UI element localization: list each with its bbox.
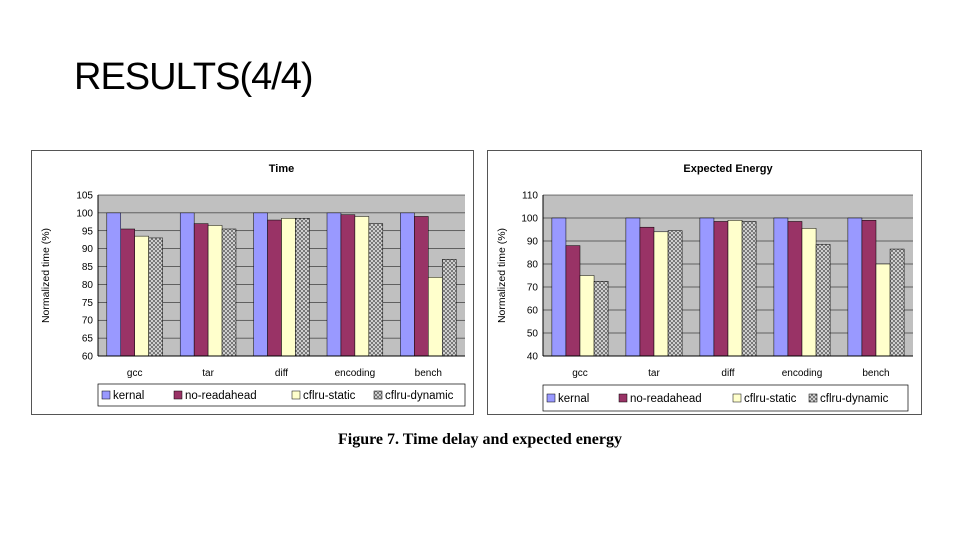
y-axis-label: Normalized time (%) (40, 228, 52, 323)
y-tick-label: 60 (527, 306, 539, 317)
figure-caption: Figure 7. Time delay and expected energy (338, 431, 622, 448)
legend-swatch-cflru-dynamic (373, 390, 383, 400)
x-tick-label: gcc (572, 368, 588, 379)
y-tick-label: 90 (527, 237, 539, 248)
legend-swatch-cflru-dynamic (808, 393, 818, 403)
bar-cflru-static-diff (281, 218, 296, 357)
bar-kernal-tar (179, 212, 195, 357)
x-tick-label: gcc (127, 368, 143, 379)
y-tick-label: 75 (82, 298, 94, 309)
y-axis-label: Normalized time (%) (496, 228, 508, 323)
bar-cflru-dynamic-tar (667, 230, 683, 357)
y-tick-label: 110 (522, 191, 538, 202)
bar-no-readahead-gcc (565, 245, 581, 357)
bar-kernal-bench (400, 212, 415, 357)
y-tick-label: 80 (82, 280, 94, 291)
bar-no-readahead-encoding (340, 214, 356, 357)
y-tick-label: 100 (521, 214, 538, 225)
y-tick-label: 60 (82, 352, 94, 363)
bar-cflru-dynamic-gcc (148, 237, 163, 357)
legend-box (97, 383, 466, 407)
legend-label-kernal: kernal (113, 390, 144, 402)
bar-cflru-dynamic-bench (889, 248, 905, 357)
bar-kernal-diff (253, 212, 268, 357)
bar-cflru-static-bench (428, 277, 443, 357)
bar-no-readahead-tar (193, 223, 209, 357)
legend-swatch-kernal (546, 393, 556, 403)
bar-no-readahead-bench (861, 220, 877, 357)
time-chart: Time 60 65 70 75 80 85 90 95 100 105 Normalized tim… (40, 163, 466, 407)
bar-kernal-bench (847, 217, 863, 357)
legend-label-cflru-dynamic: cflru-dynamic (820, 393, 889, 405)
y-tick-label: 80 (527, 260, 539, 271)
legend-label-kernal: kernal (558, 393, 589, 405)
bar-kernal-gcc (106, 212, 122, 357)
bar-kernal-tar (625, 217, 641, 357)
bar-cflru-dynamic-gcc (593, 281, 609, 357)
bar-no-readahead-encoding (787, 221, 803, 357)
y-tick-label: 95 (82, 226, 94, 237)
bar-no-readahead-tar (639, 226, 655, 357)
x-tick-label: diff (275, 368, 288, 379)
slide-title: RESULTS(4/4) (74, 56, 314, 98)
bar-cflru-static-encoding (801, 228, 817, 357)
bar-cflru-static-gcc (134, 235, 149, 357)
y-tick-label: 100 (76, 208, 93, 219)
bar-cflru-static-tar (653, 231, 669, 357)
chart-title: Time (269, 163, 294, 175)
bar-no-readahead-diff (713, 221, 729, 357)
legend-label-no-readahead: no-readahead (630, 393, 702, 405)
legend-label-cflru-static: cflru-static (744, 393, 797, 405)
x-tick-label: diff (721, 368, 734, 379)
legend-swatch-cflru-static (732, 393, 742, 403)
bar-cflru-static-tar (207, 225, 223, 357)
y-tick-label: 90 (82, 244, 94, 255)
legend-swatch-no-readahead (173, 390, 183, 400)
legend-label-cflru-static: cflru-static (303, 390, 356, 402)
bar-cflru-dynamic-encoding (815, 244, 831, 357)
y-tick-label: 105 (76, 191, 93, 202)
energy-chart-panel: Expected Energy 40 50 60 70 80 90 100 110 Normali… (487, 150, 922, 415)
bar-cflru-dynamic-bench (441, 259, 457, 357)
y-tick-label: 40 (527, 352, 539, 363)
bar-cflru-dynamic-diff (295, 218, 310, 357)
x-tick-label: tar (648, 368, 660, 379)
bar-no-readahead-gcc (120, 228, 135, 357)
bar-cflru-static-encoding (354, 216, 370, 357)
bar-no-readahead-bench (414, 216, 429, 357)
legend-swatch-kernal (101, 390, 111, 400)
legend-swatch-no-readahead (618, 393, 628, 403)
bar-cflru-static-diff (727, 220, 743, 357)
bar-kernal-encoding (773, 217, 789, 357)
energy-chart: Expected Energy 40 50 60 70 80 90 100 110 Normali… (496, 163, 913, 412)
y-tick-label: 70 (82, 316, 94, 327)
y-tick-label: 85 (82, 262, 94, 273)
bar-kernal-gcc (551, 217, 567, 357)
legend-box (542, 384, 909, 412)
bar-cflru-dynamic-encoding (368, 223, 384, 357)
bar-kernal-diff (699, 217, 715, 357)
legend-label-cflru-dynamic: cflru-dynamic (385, 390, 454, 402)
x-tick-label: encoding (782, 368, 823, 379)
legend-swatch-cflru-static (291, 390, 301, 400)
y-tick-label: 65 (82, 334, 94, 345)
x-tick-label: bench (862, 368, 889, 379)
bar-cflru-dynamic-diff (741, 221, 757, 357)
bar-no-readahead-diff (267, 219, 282, 357)
bar-kernal-encoding (326, 212, 342, 357)
chart-title: Expected Energy (683, 163, 773, 175)
bar-cflru-static-bench (875, 263, 891, 357)
legend-label-no-readahead: no-readahead (185, 390, 257, 402)
x-tick-label: tar (202, 368, 214, 379)
x-tick-label: encoding (335, 368, 376, 379)
y-tick-label: 70 (527, 283, 539, 294)
time-chart-panel: Time 60 65 70 75 80 85 90 95 100 105 Normalized tim… (31, 150, 474, 415)
bar-cflru-static-gcc (579, 275, 595, 357)
x-tick-label: bench (415, 368, 442, 379)
y-tick-label: 50 (527, 329, 539, 340)
bar-cflru-dynamic-tar (221, 228, 237, 357)
